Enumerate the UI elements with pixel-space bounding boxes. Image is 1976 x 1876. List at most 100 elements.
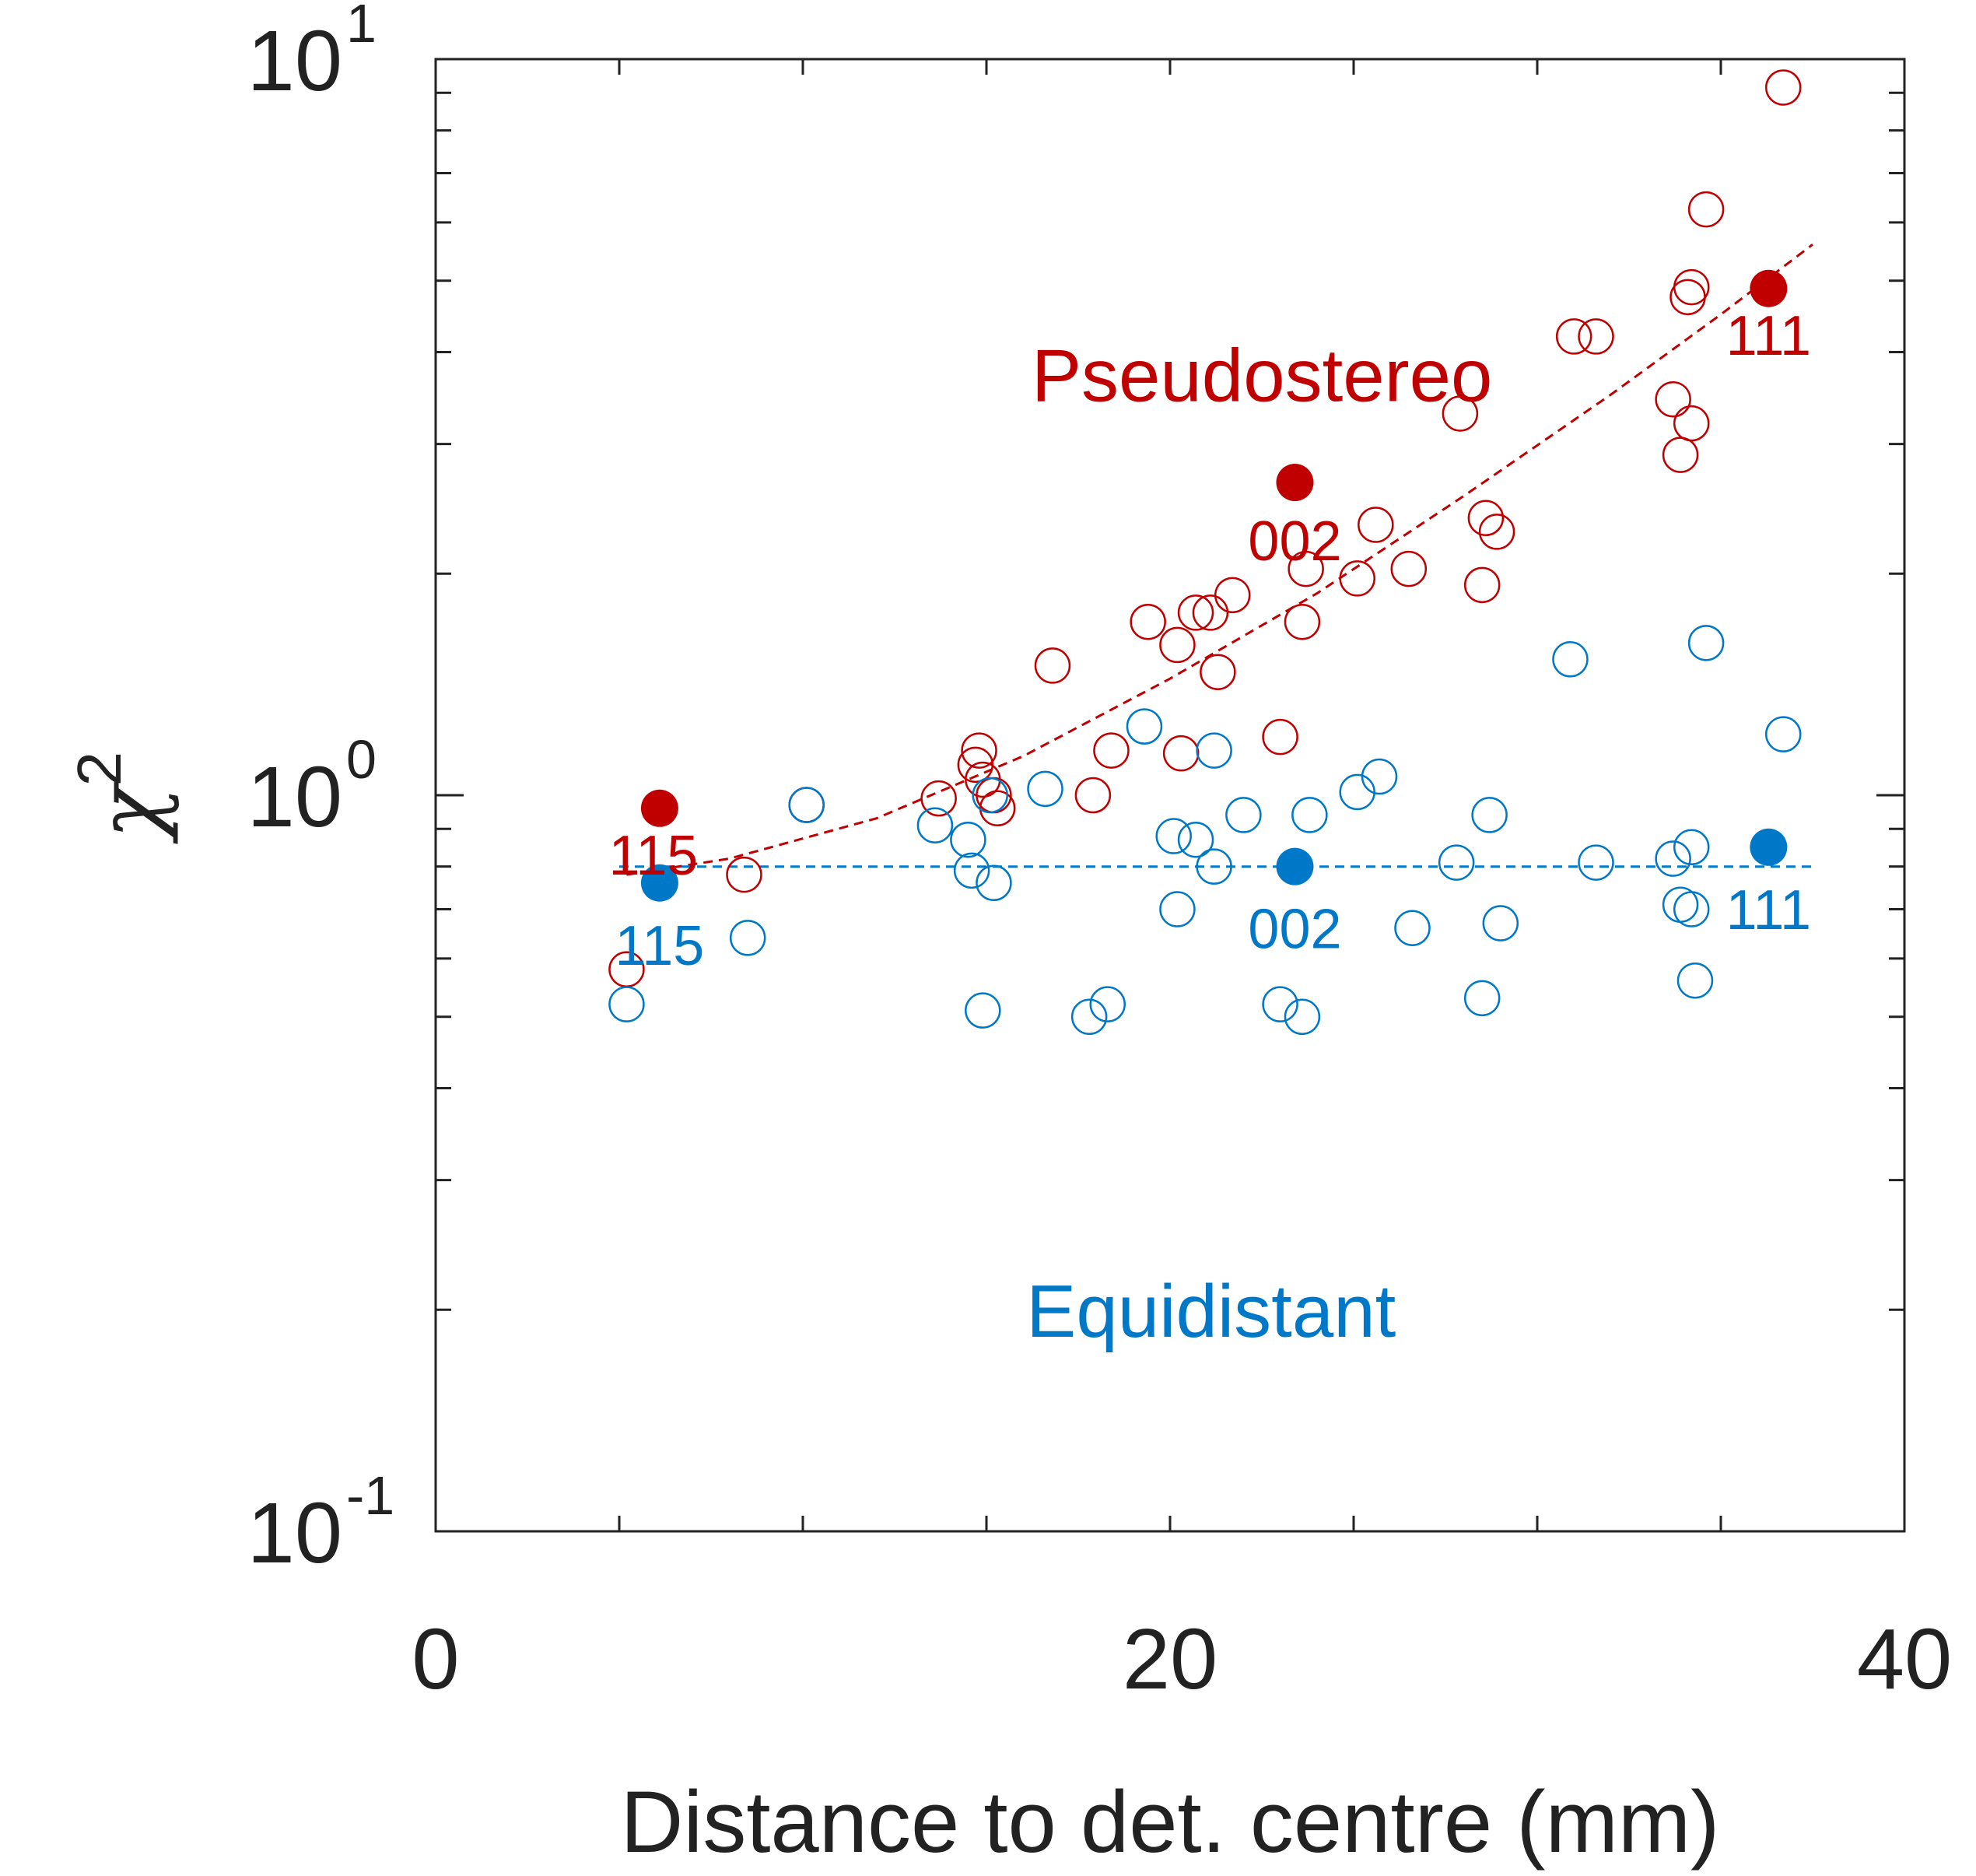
x-tick-label: 20 — [1123, 1611, 1217, 1707]
data-point-pseudostereo — [1284, 603, 1321, 640]
highlight-point-equidistant — [1750, 828, 1788, 866]
data-point-equidistant — [1463, 980, 1501, 1017]
data-point-pseudostereo — [1673, 405, 1710, 442]
data-point-pseudostereo — [1463, 566, 1501, 604]
highlight-point-pseudostereo — [1276, 464, 1314, 502]
point-label-equidistant: 002 — [1248, 899, 1341, 961]
data-point-pseudostereo — [1192, 594, 1229, 631]
data-point-pseudostereo — [1662, 437, 1699, 473]
point-label-pseudostereo: 115 — [609, 825, 699, 887]
data-point-equidistant — [1578, 844, 1614, 881]
highlight-point-pseudostereo — [1750, 269, 1788, 307]
data-point-pseudostereo — [1339, 560, 1375, 597]
data-point-pseudostereo — [1442, 395, 1479, 432]
data-point-pseudostereo — [1764, 69, 1802, 106]
data-point-pseudostereo — [1655, 380, 1691, 418]
data-point-pseudostereo — [1200, 654, 1236, 690]
data-point-pseudostereo — [1288, 550, 1324, 587]
data-point-equidistant — [1027, 770, 1063, 808]
data-point-equidistant — [1361, 758, 1398, 795]
data-point-pseudostereo — [1177, 594, 1214, 631]
data-point-equidistant — [729, 920, 766, 956]
point-label-equidistant: 115 — [615, 915, 705, 977]
y-axis-title-base: χ — [79, 781, 180, 844]
data-point-equidistant — [1482, 905, 1519, 942]
data-point-equidistant — [1673, 891, 1710, 927]
data-point-equidistant — [965, 992, 1001, 1029]
data-point-pseudostereo — [1130, 603, 1166, 640]
data-point-equidistant — [916, 807, 954, 843]
data-point-equidistant — [1676, 962, 1714, 999]
data-point-equidistant — [1284, 998, 1321, 1036]
y-tick-label: 10 — [247, 1485, 342, 1581]
series-title-pseudostereo: Pseudostereo — [1032, 335, 1492, 418]
data-point-equidistant — [1438, 844, 1475, 881]
y-tick-label-exponent: 0 — [346, 729, 377, 790]
point-labels: 115 002 111 115 002 111 — [609, 305, 1812, 977]
data-point-equidistant — [1159, 891, 1196, 927]
data-point-equidistant — [1177, 821, 1214, 858]
data-point-equidistant — [1394, 910, 1431, 946]
data-point-pseudostereo — [1159, 626, 1196, 664]
data-point-pseudostereo — [1390, 550, 1428, 587]
data-point-equidistant — [1291, 797, 1328, 833]
svg-text:χ2: χ2 — [65, 752, 180, 844]
data-point-pseudostereo — [1673, 268, 1710, 306]
data-point-pseudostereo — [1478, 514, 1515, 550]
y-tick-label: 10 — [247, 749, 342, 845]
point-label-pseudostereo: 002 — [1248, 510, 1341, 573]
data-point-pseudostereo — [920, 780, 957, 817]
data-point-equidistant — [972, 777, 1008, 814]
data-point-pseudostereo — [1262, 718, 1298, 756]
y-tick-label-exponent: 1 — [346, 0, 377, 54]
y-axis-title-exponent: 2 — [65, 752, 134, 787]
point-label-equidistant: 111 — [1726, 879, 1811, 942]
data-point-equidistant — [953, 852, 990, 889]
highlight-point-pseudostereo — [640, 789, 678, 827]
data-point-pseudostereo — [961, 732, 997, 769]
x-tick-label: 40 — [1857, 1611, 1952, 1707]
x-tick-label: 0 — [412, 1611, 459, 1707]
data-point-equidistant — [1687, 625, 1725, 661]
data-point-pseudostereo — [1358, 507, 1394, 543]
y-axis-title: χ2 — [65, 752, 180, 844]
y-tick-label: 10 — [247, 13, 342, 109]
point-label-pseudostereo: 111 — [1726, 305, 1811, 367]
data-point-pseudostereo — [1578, 318, 1614, 355]
highlight-point-equidistant — [1276, 847, 1314, 885]
data-point-equidistant — [1471, 797, 1508, 833]
axis-ticks — [434, 58, 1906, 1533]
data-point-equidistant — [1552, 641, 1589, 678]
data-point-equidistant — [1196, 732, 1232, 769]
fit-lines — [619, 244, 1817, 876]
series-title-equidistant: Equidistant — [1026, 1270, 1396, 1353]
data-point-pseudostereo — [1467, 500, 1505, 537]
data-point-equidistant — [976, 864, 1012, 902]
fit-line-pseudostereo — [626, 244, 1813, 876]
data-point-pseudostereo — [1687, 191, 1725, 228]
data-points — [608, 69, 1802, 1036]
data-point-pseudostereo — [1074, 777, 1112, 814]
data-point-equidistant — [1070, 998, 1108, 1036]
data-point-pseudostereo — [1214, 577, 1251, 614]
data-point-equidistant — [1126, 708, 1163, 745]
data-point-equidistant — [1155, 818, 1192, 854]
x-axis-title: Distance to det. centre (mm) — [621, 1773, 1720, 1871]
data-point-equidistant — [1764, 716, 1802, 752]
data-point-pseudostereo — [1093, 732, 1130, 769]
data-point-pseudostereo — [1034, 647, 1071, 684]
highlight-point-equidistant — [640, 864, 678, 902]
data-point-equidistant — [608, 986, 645, 1022]
data-point-equidistant — [1196, 848, 1232, 885]
data-point-equidistant — [788, 787, 825, 823]
data-point-equidistant — [1089, 986, 1126, 1022]
data-point-equidistant — [1655, 840, 1691, 877]
data-point-equidistant — [1225, 797, 1262, 833]
data-point-pseudostereo — [1555, 318, 1592, 355]
data-point-equidistant — [1262, 986, 1298, 1022]
data-point-equidistant — [1673, 829, 1710, 866]
y-tick-label-exponent: -1 — [346, 1465, 394, 1526]
